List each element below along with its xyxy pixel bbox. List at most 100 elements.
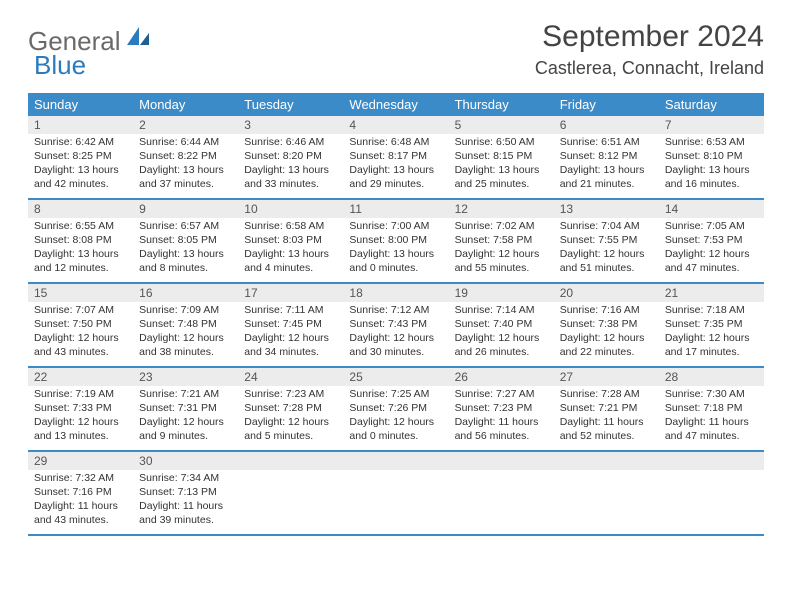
- sunrise-text: Sunrise: 7:30 AM: [665, 388, 758, 402]
- day-info: Sunrise: 6:51 AMSunset: 8:12 PMDaylight:…: [554, 134, 659, 198]
- sunset-text: Sunset: 8:22 PM: [139, 150, 232, 164]
- sunrise-text: Sunrise: 7:16 AM: [560, 304, 653, 318]
- day-number: 22: [28, 368, 133, 386]
- daylight-text-2: and 43 minutes.: [34, 514, 127, 528]
- sunrise-text: Sunrise: 6:48 AM: [349, 136, 442, 150]
- weekday-header: Wednesday: [343, 93, 448, 116]
- sunrise-text: Sunrise: 7:09 AM: [139, 304, 232, 318]
- day-number: 9: [133, 200, 238, 218]
- sunrise-text: Sunrise: 7:27 AM: [455, 388, 548, 402]
- day-number: 10: [238, 200, 343, 218]
- sunrise-text: Sunrise: 7:02 AM: [455, 220, 548, 234]
- daylight-text-1: Daylight: 11 hours: [560, 416, 653, 430]
- day-data-strip: Sunrise: 7:07 AMSunset: 7:50 PMDaylight:…: [28, 302, 764, 366]
- day-number: 25: [343, 368, 448, 386]
- sunrise-text: Sunrise: 6:55 AM: [34, 220, 127, 234]
- day-info: [554, 470, 659, 534]
- daylight-text-1: Daylight: 13 hours: [139, 248, 232, 262]
- month-title: September 2024: [535, 20, 764, 54]
- sunrise-text: Sunrise: 6:51 AM: [560, 136, 653, 150]
- daylight-text-2: and 47 minutes.: [665, 262, 758, 276]
- day-number: 17: [238, 284, 343, 302]
- day-number: 7: [659, 116, 764, 134]
- sunset-text: Sunset: 7:43 PM: [349, 318, 442, 332]
- day-info: Sunrise: 6:53 AMSunset: 8:10 PMDaylight:…: [659, 134, 764, 198]
- day-number: 8: [28, 200, 133, 218]
- logo-text-blue: Blue: [34, 50, 86, 81]
- sunrise-text: Sunrise: 7:34 AM: [139, 472, 232, 486]
- day-number: 5: [449, 116, 554, 134]
- daylight-text-2: and 38 minutes.: [139, 346, 232, 360]
- daylight-text-1: Daylight: 13 hours: [34, 164, 127, 178]
- daylight-text-2: and 16 minutes.: [665, 178, 758, 192]
- daylight-text-2: and 39 minutes.: [139, 514, 232, 528]
- week-row: 1234567Sunrise: 6:42 AMSunset: 8:25 PMDa…: [28, 116, 764, 200]
- sunrise-text: Sunrise: 6:42 AM: [34, 136, 127, 150]
- sunset-text: Sunset: 7:48 PM: [139, 318, 232, 332]
- day-info: Sunrise: 6:57 AMSunset: 8:05 PMDaylight:…: [133, 218, 238, 282]
- day-number-strip: 891011121314: [28, 200, 764, 218]
- day-number: 15: [28, 284, 133, 302]
- day-number: 16: [133, 284, 238, 302]
- day-number: 3: [238, 116, 343, 134]
- sunrise-text: Sunrise: 7:12 AM: [349, 304, 442, 318]
- day-data-strip: Sunrise: 6:55 AMSunset: 8:08 PMDaylight:…: [28, 218, 764, 282]
- daylight-text-2: and 30 minutes.: [349, 346, 442, 360]
- daylight-text-2: and 22 minutes.: [560, 346, 653, 360]
- day-info: Sunrise: 7:18 AMSunset: 7:35 PMDaylight:…: [659, 302, 764, 366]
- weekday-header: Monday: [133, 93, 238, 116]
- sunset-text: Sunset: 7:40 PM: [455, 318, 548, 332]
- day-info: Sunrise: 7:16 AMSunset: 7:38 PMDaylight:…: [554, 302, 659, 366]
- day-data-strip: Sunrise: 7:32 AMSunset: 7:16 PMDaylight:…: [28, 470, 764, 534]
- daylight-text-1: Daylight: 12 hours: [665, 332, 758, 346]
- daylight-text-1: Daylight: 12 hours: [560, 248, 653, 262]
- day-info: Sunrise: 7:23 AMSunset: 7:28 PMDaylight:…: [238, 386, 343, 450]
- daylight-text-2: and 56 minutes.: [455, 430, 548, 444]
- daylight-text-2: and 52 minutes.: [560, 430, 653, 444]
- day-number: 4: [343, 116, 448, 134]
- day-info: Sunrise: 7:21 AMSunset: 7:31 PMDaylight:…: [133, 386, 238, 450]
- day-info: Sunrise: 7:27 AMSunset: 7:23 PMDaylight:…: [449, 386, 554, 450]
- sunset-text: Sunset: 8:20 PM: [244, 150, 337, 164]
- daylight-text-1: Daylight: 13 hours: [244, 164, 337, 178]
- sunset-text: Sunset: 7:31 PM: [139, 402, 232, 416]
- sunset-text: Sunset: 7:26 PM: [349, 402, 442, 416]
- day-number-strip: 15161718192021: [28, 284, 764, 302]
- sunset-text: Sunset: 7:33 PM: [34, 402, 127, 416]
- location: Castlerea, Connacht, Ireland: [535, 58, 764, 79]
- day-number: 26: [449, 368, 554, 386]
- day-info: Sunrise: 7:19 AMSunset: 7:33 PMDaylight:…: [28, 386, 133, 450]
- daylight-text-2: and 25 minutes.: [455, 178, 548, 192]
- day-data-strip: Sunrise: 7:19 AMSunset: 7:33 PMDaylight:…: [28, 386, 764, 450]
- day-number: 30: [133, 452, 238, 470]
- day-info: Sunrise: 7:34 AMSunset: 7:13 PMDaylight:…: [133, 470, 238, 534]
- sunrise-text: Sunrise: 6:50 AM: [455, 136, 548, 150]
- daylight-text-1: Daylight: 13 hours: [244, 248, 337, 262]
- sunset-text: Sunset: 8:17 PM: [349, 150, 442, 164]
- sunrise-text: Sunrise: 7:28 AM: [560, 388, 653, 402]
- day-info: Sunrise: 7:04 AMSunset: 7:55 PMDaylight:…: [554, 218, 659, 282]
- day-number: 11: [343, 200, 448, 218]
- daylight-text-1: Daylight: 13 hours: [665, 164, 758, 178]
- weekday-header: Saturday: [659, 93, 764, 116]
- daylight-text-1: Daylight: 13 hours: [455, 164, 548, 178]
- daylight-text-2: and 13 minutes.: [34, 430, 127, 444]
- sunrise-text: Sunrise: 6:46 AM: [244, 136, 337, 150]
- day-info: Sunrise: 6:58 AMSunset: 8:03 PMDaylight:…: [238, 218, 343, 282]
- sunrise-text: Sunrise: 7:07 AM: [34, 304, 127, 318]
- weekday-header: Sunday: [28, 93, 133, 116]
- day-number: 27: [554, 368, 659, 386]
- week-row: 22232425262728Sunrise: 7:19 AMSunset: 7:…: [28, 368, 764, 452]
- daylight-text-1: Daylight: 13 hours: [560, 164, 653, 178]
- sunset-text: Sunset: 7:58 PM: [455, 234, 548, 248]
- sunset-text: Sunset: 7:45 PM: [244, 318, 337, 332]
- day-info: Sunrise: 7:28 AMSunset: 7:21 PMDaylight:…: [554, 386, 659, 450]
- weekday-header: Friday: [554, 93, 659, 116]
- sunset-text: Sunset: 8:25 PM: [34, 150, 127, 164]
- daylight-text-1: Daylight: 13 hours: [349, 164, 442, 178]
- daylight-text-1: Daylight: 11 hours: [665, 416, 758, 430]
- sunset-text: Sunset: 7:28 PM: [244, 402, 337, 416]
- day-number-strip: 2930: [28, 452, 764, 470]
- day-info: Sunrise: 7:02 AMSunset: 7:58 PMDaylight:…: [449, 218, 554, 282]
- day-info: Sunrise: 6:44 AMSunset: 8:22 PMDaylight:…: [133, 134, 238, 198]
